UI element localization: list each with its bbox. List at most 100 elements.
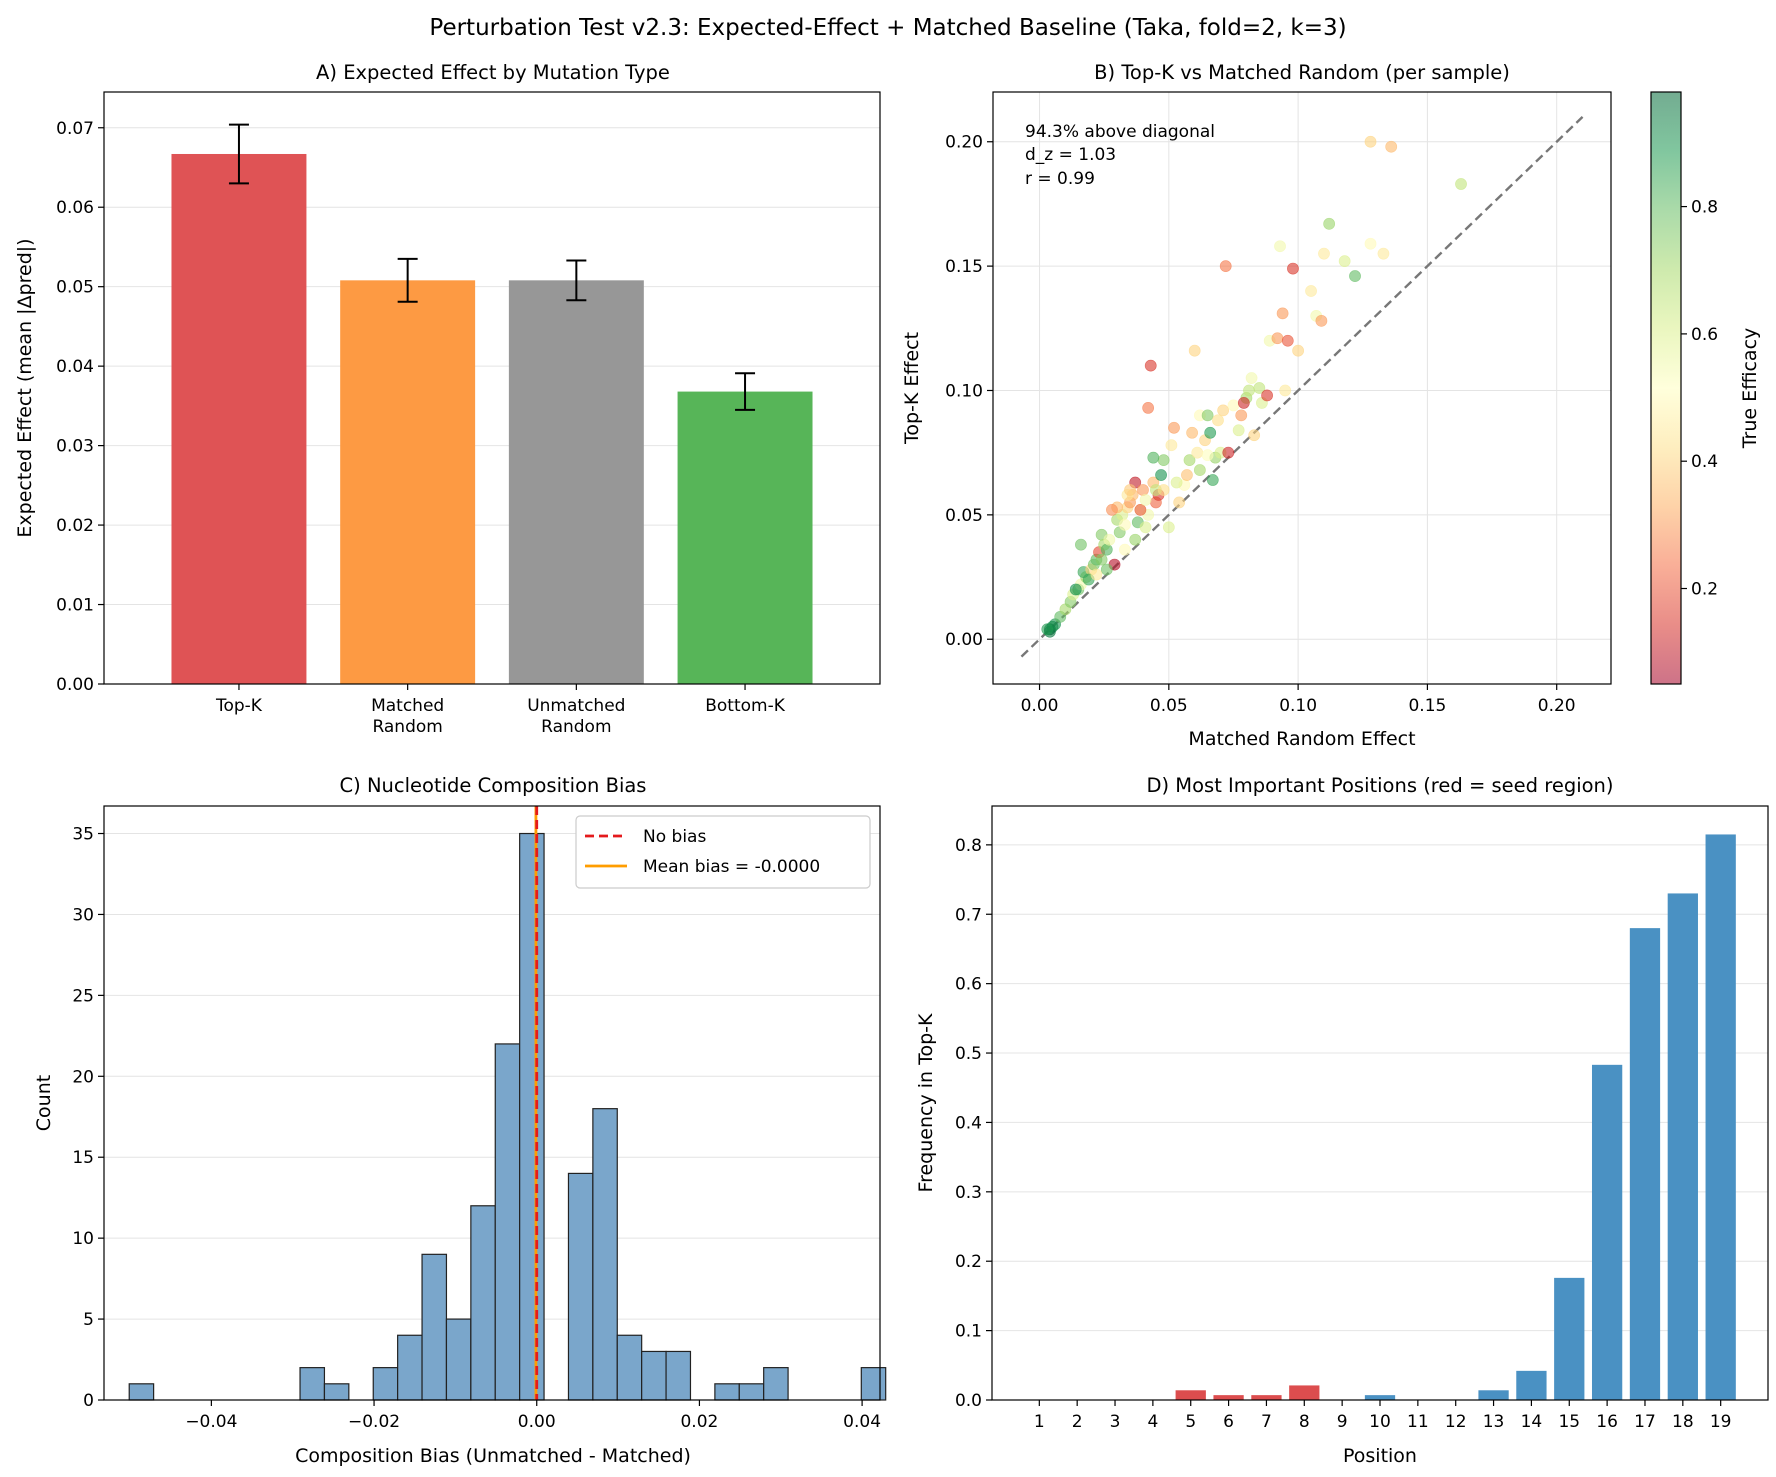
panel-c-x-ticks: −0.04 −0.02 0.00 0.02 0.04 [185,1400,881,1432]
panel-d-y-label: Frequency in Top-K [915,1013,937,1192]
panel-c-title: C) Nucleotide Composition Bias [340,774,647,797]
x-tick-label: 1 [1034,1412,1045,1432]
x-tick-label: 8 [1299,1412,1310,1432]
scatter-point [1041,623,1054,636]
colorbar-gradient [1651,92,1681,684]
scatter-point [1069,583,1082,596]
scatter-point [1318,247,1330,260]
y-tick-label: 35 [72,825,94,845]
scatter-point [1235,409,1248,422]
histogram-bin [397,1334,423,1401]
panel-c-bars [128,832,887,1401]
panel-c-y-ticks: 0 5 10 15 20 25 30 35 [72,825,104,1411]
scatter-point [1349,270,1361,282]
scatter-point [1243,384,1255,397]
bar-unmatched-random [508,280,644,684]
position-bar-18 [1667,893,1698,1400]
scatter-point [1245,372,1258,384]
panel-a-error-bars [228,123,756,411]
scatter-point [1276,307,1289,320]
panel-d-bars [1175,834,1736,1400]
x-tick-label-line: Random [541,717,611,737]
scatter-point [1274,240,1286,253]
legend-box [575,815,871,889]
colorbar-tick-label: 0.2 [1691,580,1718,600]
x-tick-label: 0.04 [843,1412,881,1432]
histogram-bin [665,1350,692,1401]
scatter-point [1134,503,1147,516]
panel-b-points [1041,135,1467,638]
x-tick-label: 10 [1369,1412,1391,1432]
panel-c: C) Nucleotide Composition Bias 0 5 10 15 20 2… [33,774,887,1467]
position-bar-13 [1478,1390,1509,1400]
scatter-point [1248,429,1261,442]
scatter-point [1377,247,1390,260]
position-bar-17 [1629,928,1661,1400]
scatter-point [1183,454,1196,467]
y-tick-label: 0.0 [955,1391,982,1411]
position-bar-15 [1554,1277,1585,1400]
scatter-point [1118,543,1131,556]
y-tick-label: 0.8 [955,836,982,856]
histogram-bin [445,1318,472,1401]
scatter-point [1095,553,1108,566]
scatter-point [1204,426,1217,439]
panel-a: A) Expected Effect by Mutation Type 0.00… [14,61,881,737]
scatter-point [1261,389,1273,402]
y-tick-label: 20 [72,1067,94,1087]
scatter-point [1075,538,1087,551]
scatter-point [1170,476,1183,489]
colorbar: 0.2 0.4 0.6 0.8 True Efficacy [1650,91,1761,685]
y-tick-label: 0.3 [955,1183,982,1203]
scatter-point [1193,464,1206,476]
x-tick-label: −0.02 [348,1412,400,1432]
scatter-point [1455,178,1467,190]
scatter-point [1142,401,1155,414]
position-bar-14 [1516,1370,1547,1400]
y-tick-label: 0 [83,1391,94,1411]
x-tick-label: Matched Random [371,696,444,737]
x-tick-label: 18 [1672,1412,1694,1432]
x-tick-label: 16 [1596,1412,1618,1432]
histogram-bin [372,1367,399,1401]
legend-no-bias-label: No bias [643,827,706,847]
x-tick-label-line: Matched [371,696,444,716]
scatter-point [1168,421,1180,434]
colorbar-frame [1650,91,1682,685]
histogram-bin [714,1383,740,1401]
scatter-point [1165,439,1178,452]
legend-mean-bias-label: Mean bias = -0.0000 [643,857,820,877]
figure-title: Perturbation Test v2.3: Expected-Effect … [429,15,1346,41]
y-tick-label: 0.20 [945,133,983,153]
histogram-bin [860,1367,887,1401]
scatter-point [1237,397,1250,409]
scatter-point [1186,426,1199,439]
histogram-bin [128,1383,155,1401]
y-tick-label: 0.05 [56,278,94,298]
position-bar-16 [1591,1064,1623,1400]
y-tick-label: 0.4 [955,1113,982,1133]
panel-b-grid [993,92,1611,684]
histogram-bin [616,1334,643,1401]
y-tick-label: 0.02 [56,516,94,536]
scatter-point [1212,414,1224,427]
colorbar-label: True Efficacy [1739,328,1761,450]
x-tick-label: 12 [1445,1412,1467,1432]
x-tick-label: 2 [1072,1412,1083,1432]
x-tick-label: 3 [1110,1412,1121,1432]
bar-bottom-k [677,391,813,684]
panel-d-title: D) Most Important Positions (red = seed … [1146,774,1613,797]
x-tick-label: 7 [1261,1412,1272,1432]
y-tick-label: 0.15 [945,257,983,277]
x-tick-label: 0.02 [680,1412,718,1432]
panel-b-title: B) Top-K vs Matched Random (per sample) [1094,61,1510,84]
scatter-point [1106,503,1118,516]
panel-c-y-label: Count [33,1075,55,1131]
histogram-bin [421,1253,448,1401]
scatter-point [1281,334,1294,347]
scatter-point [1124,484,1136,496]
x-tick-label: Bottom-K [705,696,785,716]
scatter-point [1188,344,1201,357]
x-tick-label: 15 [1558,1412,1580,1432]
